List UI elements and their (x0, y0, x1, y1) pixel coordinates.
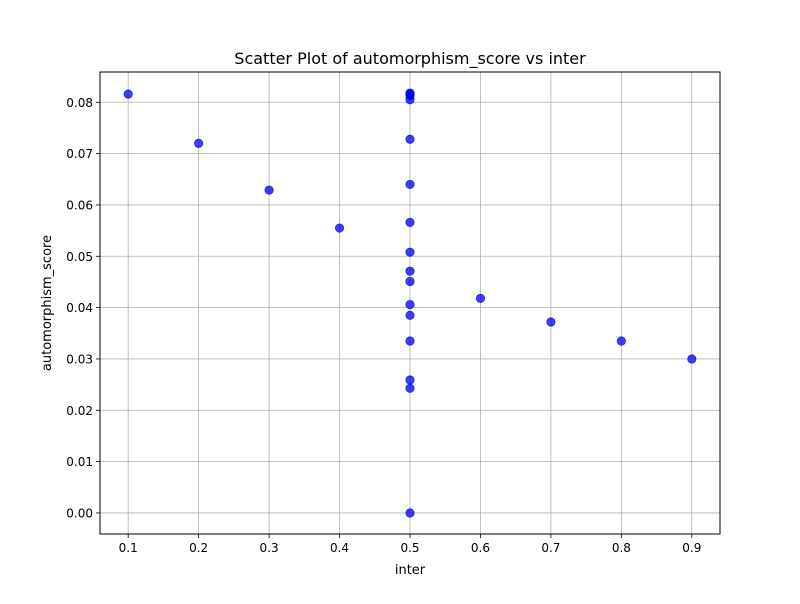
scatter-point (405, 276, 415, 287)
y-tick-label: 0.07 (66, 147, 93, 161)
scatter-point (405, 310, 415, 320)
chart-title: Scatter Plot of automorphism_score vs in… (234, 49, 586, 69)
x-tick-label: 0.2 (189, 541, 208, 555)
y-tick-label: 0.06 (66, 198, 93, 212)
x-tick-label: 0.7 (541, 541, 560, 555)
scatter-point (546, 317, 556, 327)
scatter-point (405, 95, 415, 105)
y-tick-label: 0.08 (66, 96, 93, 110)
scatter-point (264, 185, 274, 195)
scatter-point (405, 508, 415, 518)
scatter-point (405, 336, 415, 346)
x-axis-label: inter (395, 563, 426, 578)
scatter-point (123, 89, 133, 99)
scatter-point (194, 138, 204, 148)
y-tick-label: 0.00 (66, 506, 93, 520)
scatter-point (616, 336, 626, 346)
y-tick-label: 0.03 (66, 352, 93, 366)
x-tick-label: 0.4 (330, 541, 349, 555)
scatter-point (405, 179, 415, 190)
x-tick-label: 0.9 (682, 541, 701, 555)
x-tick-label: 0.5 (400, 541, 419, 555)
data-points (123, 88, 697, 518)
x-tick-label: 0.6 (471, 541, 490, 555)
y-tick-label: 0.02 (66, 404, 93, 418)
scatter-point (405, 299, 415, 310)
scatter-point (405, 247, 415, 257)
axis-ticks: 0.1 0.2 0.3 0.4 0.5 0.6 0.7 0.8 0.9 0.00 0.01 0.02 0… (66, 96, 701, 555)
y-axis-label: automorphism_score (40, 235, 55, 371)
scatter-point (405, 383, 415, 393)
scatter-point (334, 223, 345, 233)
x-tick-label: 0.1 (119, 541, 138, 555)
y-tick-label: 0.04 (66, 301, 93, 315)
scatter-point (405, 375, 415, 385)
y-tick-label: 0.01 (66, 455, 93, 469)
y-tick-label: 0.05 (66, 250, 93, 264)
x-tick-label: 0.8 (612, 541, 631, 555)
scatter-point (687, 354, 697, 364)
x-tick-label: 0.3 (260, 541, 279, 555)
scatter-point (405, 217, 415, 228)
scatter-point (405, 266, 415, 276)
scatter-point (405, 134, 415, 144)
scatter-point (475, 293, 486, 303)
